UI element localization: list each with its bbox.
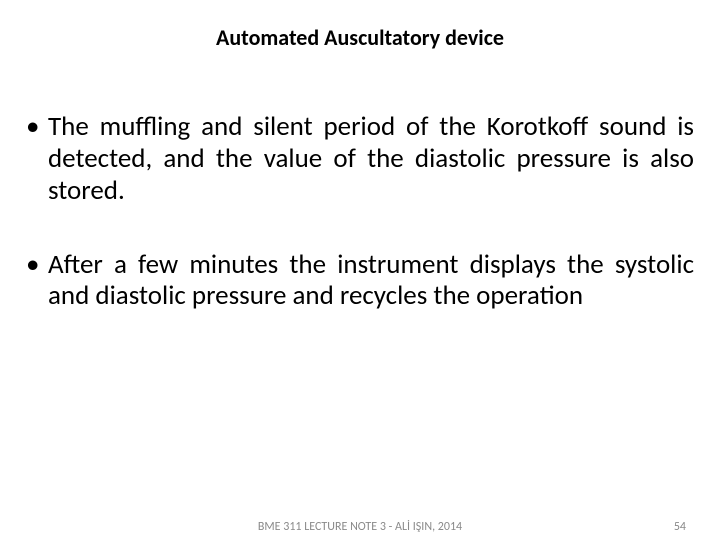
bullet-list: The muffling and silent period of the Ko…	[26, 111, 694, 312]
footer-page-number: 54	[674, 520, 686, 534]
footer-note: BME 311 LECTURE NOTE 3 - ALİ IŞIN, 2014	[258, 520, 462, 534]
slide-title: Automated Auscultatory device	[26, 24, 694, 51]
bullet-item: After a few minutes the instrument displ…	[26, 249, 694, 313]
slide: Automated Auscultatory device The muffli…	[0, 0, 720, 540]
bullet-item: The muffling and silent period of the Ko…	[26, 111, 694, 207]
